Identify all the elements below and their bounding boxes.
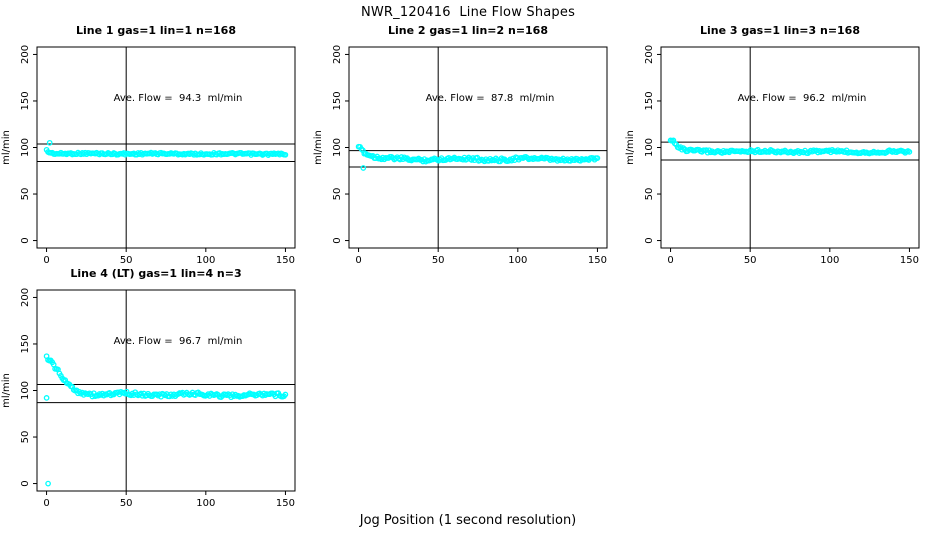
x-tick-label: 50 — [744, 255, 757, 265]
x-tick-label: 150 — [588, 255, 607, 265]
y-tick-label: 150 — [644, 91, 655, 110]
panel-title-line-1: Line 1 gas=1 lin=1 n=168 — [75, 24, 236, 37]
y-axis-label: ml/min — [1, 130, 12, 165]
y-tick-label: 50 — [332, 188, 343, 201]
data-points — [43, 139, 289, 158]
x-tick-label: 0 — [355, 255, 361, 265]
outlier-point — [45, 480, 51, 487]
plot-box — [348, 46, 608, 249]
y-tick-label: 100 — [20, 381, 31, 400]
outlier-point — [43, 395, 50, 401]
y-tick-label: 150 — [332, 91, 343, 110]
y-tick-label: 200 — [20, 45, 31, 64]
x-tick-label: 100 — [196, 255, 215, 265]
x-tick-label: 0 — [43, 498, 49, 508]
average-flow-annotation: Ave. Flow = 94.3 ml/min — [114, 93, 243, 104]
panel-title-line-2: Line 2 gas=1 lin=2 n=168 — [387, 24, 548, 37]
y-tick-label: 100 — [332, 138, 343, 157]
panel-title-line-4: Line 4 (LT) gas=1 lin=4 n=3 — [70, 267, 242, 280]
y-tick-label: 100 — [644, 138, 655, 157]
average-flow-annotation: Ave. Flow = 96.2 ml/min — [738, 93, 867, 104]
x-tick-label: 50 — [120, 498, 133, 508]
y-tick-label: 150 — [20, 334, 31, 353]
plot-area-line-4: 0 50 100 150 0 50 100 150 200 ml/min Ave. Flow = 9… — [1, 288, 296, 508]
x-tick-label: 150 — [276, 498, 295, 508]
y-tick-label: 50 — [644, 188, 655, 201]
x-tick-label: 50 — [120, 255, 133, 265]
average-flow-annotation: Ave. Flow = 87.8 ml/min — [426, 93, 555, 104]
y-axis-label: ml/min — [1, 373, 12, 408]
average-flow-annotation: Ave. Flow = 96.7 ml/min — [114, 336, 243, 347]
y-tick-label: 200 — [644, 45, 655, 64]
y-tick-label: 0 — [644, 237, 655, 243]
y-tick-label: 0 — [20, 480, 31, 486]
x-tick-label: 50 — [432, 255, 445, 265]
plot-area-line-3: 0 50 100 150 0 50 100 150 200 ml/min Ave. Flow = 9… — [625, 45, 920, 265]
panel-line-2: Line 2 gas=1 lin=2 n=168 0 50 100 150 0 50 100… — [312, 22, 624, 265]
x-axis-caption: Jog Position (1 second resolution) — [359, 513, 577, 528]
x-tick-label: 100 — [196, 498, 215, 508]
y-tick-label: 200 — [20, 288, 31, 307]
x-tick-label: 100 — [820, 255, 839, 265]
y-tick-label: 150 — [20, 91, 31, 110]
plot-area-line-1: 0 50 100 150 0 50 100 150 200 ml/min Ave. Flow = 9… — [1, 45, 296, 265]
x-tick-label: 0 — [667, 255, 673, 265]
panel-line-4: Line 4 (LT) gas=1 lin=4 n=3 0 50 100 150 0 50… — [0, 265, 312, 508]
y-tick-label: 50 — [20, 188, 31, 201]
y-tick-label: 200 — [332, 45, 343, 64]
outlier-point — [360, 165, 367, 171]
x-tick-label: 150 — [900, 255, 919, 265]
y-tick-label: 0 — [20, 237, 31, 243]
y-tick-label: 100 — [20, 138, 31, 157]
y-axis-label: ml/min — [625, 130, 636, 165]
figure-title: NWR_120416 Line Flow Shapes — [360, 5, 576, 20]
data-points — [667, 137, 913, 157]
outlier-point — [46, 139, 53, 146]
plot-area-line-2: 0 50 100 150 0 50 100 150 200 ml/min Ave. Flow = 8… — [313, 45, 608, 265]
panel-line-3: Line 3 gas=1 lin=3 n=168 0 50 100 150 0 50 100… — [624, 22, 936, 265]
y-tick-label: 0 — [332, 237, 343, 243]
plot-box — [36, 46, 296, 249]
y-axis-label: ml/min — [313, 130, 324, 165]
panel-title-line-3: Line 3 gas=1 lin=3 n=168 — [699, 24, 860, 37]
x-tick-label: 100 — [508, 255, 527, 265]
y-tick-label: 50 — [20, 431, 31, 444]
x-tick-label: 0 — [43, 255, 49, 265]
x-tick-label: 150 — [276, 255, 295, 265]
panel-line-1: Line 1 gas=1 lin=1 n=168 0 50 100 150 0 50 100… — [0, 22, 312, 265]
data-points — [43, 353, 289, 487]
data-points — [355, 143, 601, 171]
